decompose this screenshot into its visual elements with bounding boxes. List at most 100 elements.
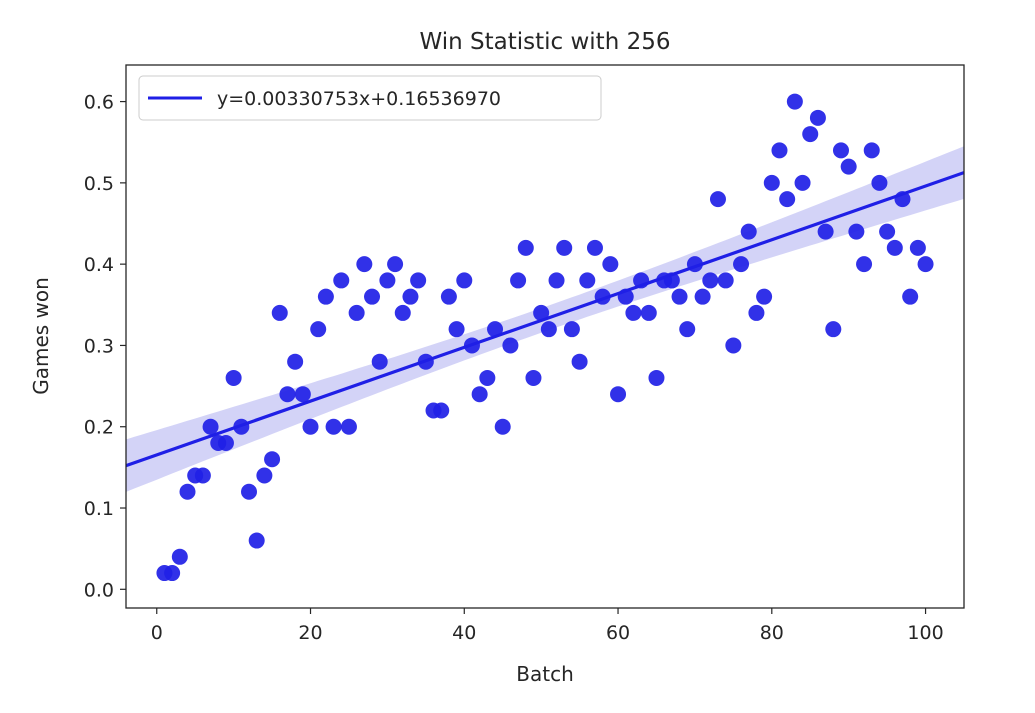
scatter-point bbox=[733, 256, 750, 273]
scatter-point bbox=[479, 369, 496, 386]
scatter-point bbox=[233, 418, 250, 435]
scatter-point bbox=[725, 337, 742, 354]
scatter-point bbox=[433, 402, 450, 419]
x-tick-label: 100 bbox=[907, 622, 943, 644]
scatter-point bbox=[279, 386, 296, 403]
scatter-point bbox=[717, 272, 734, 289]
scatter-point bbox=[794, 174, 811, 191]
scatter-point bbox=[610, 386, 627, 403]
scatter-point bbox=[748, 304, 765, 321]
scatter-point bbox=[586, 239, 603, 256]
scatter-point bbox=[510, 272, 527, 289]
scatter-point bbox=[556, 239, 573, 256]
scatter-point bbox=[364, 288, 381, 305]
scatter-point bbox=[256, 467, 273, 484]
scatter-point bbox=[340, 418, 357, 435]
scatter-point bbox=[917, 256, 934, 273]
scatter-point bbox=[902, 288, 919, 305]
scatter-point bbox=[456, 272, 473, 289]
scatter-point bbox=[825, 321, 842, 338]
scatter-point bbox=[671, 288, 688, 305]
scatter-point bbox=[563, 321, 580, 338]
y-tick-label: 0.4 bbox=[84, 254, 114, 276]
scatter-point bbox=[217, 434, 234, 451]
scatter-point bbox=[640, 304, 657, 321]
y-tick-label: 0.3 bbox=[84, 335, 114, 357]
scatter-point bbox=[663, 272, 680, 289]
chart-title: Win Statistic with 256 bbox=[420, 29, 671, 55]
scatter-point bbox=[709, 191, 726, 208]
scatter-point bbox=[771, 142, 788, 159]
scatter-point bbox=[579, 272, 596, 289]
scatter-point bbox=[802, 126, 819, 143]
scatter-point bbox=[394, 304, 411, 321]
y-tick-label: 0.5 bbox=[84, 173, 114, 195]
scatter-point bbox=[264, 451, 281, 468]
y-axis-label: Games won bbox=[29, 277, 53, 395]
scatter-point bbox=[387, 256, 404, 273]
scatter-point bbox=[840, 158, 857, 175]
y-tick-label: 0.1 bbox=[84, 498, 114, 520]
legend-label: y=0.00330753x+0.16536970 bbox=[217, 88, 501, 110]
x-tick-label: 20 bbox=[298, 622, 322, 644]
scatter-point bbox=[302, 418, 319, 435]
scatter-point bbox=[348, 304, 365, 321]
scatter-point bbox=[533, 304, 550, 321]
scatter-point bbox=[648, 369, 665, 386]
scatter-point bbox=[487, 321, 504, 338]
legend-box bbox=[138, 75, 602, 121]
scatter-point bbox=[856, 256, 873, 273]
scatter-point bbox=[679, 321, 696, 338]
scatter-point bbox=[863, 142, 880, 159]
scatter-point bbox=[525, 369, 542, 386]
scatter-point bbox=[763, 174, 780, 191]
scatter-point bbox=[686, 256, 703, 273]
scatter-point bbox=[886, 239, 903, 256]
scatter-point bbox=[894, 191, 911, 208]
scatter-point bbox=[909, 239, 926, 256]
scatter-point bbox=[571, 353, 588, 370]
scatter-point bbox=[471, 386, 488, 403]
scatter-point bbox=[633, 272, 650, 289]
y-tick-label: 0.2 bbox=[84, 417, 114, 439]
scatter-point bbox=[179, 483, 196, 500]
scatter-point bbox=[786, 93, 803, 110]
scatter-point bbox=[871, 174, 888, 191]
scatter-point bbox=[502, 337, 519, 354]
scatter-point bbox=[225, 369, 242, 386]
scatter-point bbox=[164, 565, 181, 582]
x-axis-label: Batch bbox=[516, 662, 574, 686]
plot-frame bbox=[125, 64, 965, 609]
scatter-point bbox=[617, 288, 634, 305]
scatter-point bbox=[417, 353, 434, 370]
x-tick-label: 80 bbox=[760, 622, 784, 644]
scatter-point bbox=[287, 353, 304, 370]
scatter-point bbox=[832, 142, 849, 159]
scatter-point bbox=[602, 256, 619, 273]
scatter-point bbox=[333, 272, 350, 289]
scatter-point bbox=[779, 191, 796, 208]
scatter-point bbox=[879, 223, 896, 240]
scatter-point bbox=[194, 467, 211, 484]
scatter-point bbox=[440, 288, 457, 305]
scatter-point bbox=[702, 272, 719, 289]
scatter-point bbox=[756, 288, 773, 305]
scatter-point bbox=[694, 288, 711, 305]
scatter-point bbox=[241, 483, 258, 500]
y-tick-label: 0.6 bbox=[84, 92, 114, 114]
legend: y=0.00330753x+0.16536970 bbox=[138, 75, 602, 121]
scatter-point bbox=[171, 548, 188, 565]
scatter-point bbox=[317, 288, 334, 305]
scatter-point bbox=[809, 109, 826, 126]
scatter-point bbox=[310, 321, 327, 338]
scatter-point bbox=[379, 272, 396, 289]
scatter-point bbox=[410, 272, 427, 289]
x-tick-label: 40 bbox=[452, 622, 476, 644]
scatter-point bbox=[494, 418, 511, 435]
scatter-point bbox=[625, 304, 642, 321]
scatter-point bbox=[817, 223, 834, 240]
scatter-point bbox=[740, 223, 757, 240]
scatter-point bbox=[356, 256, 373, 273]
scatter-point bbox=[848, 223, 865, 240]
